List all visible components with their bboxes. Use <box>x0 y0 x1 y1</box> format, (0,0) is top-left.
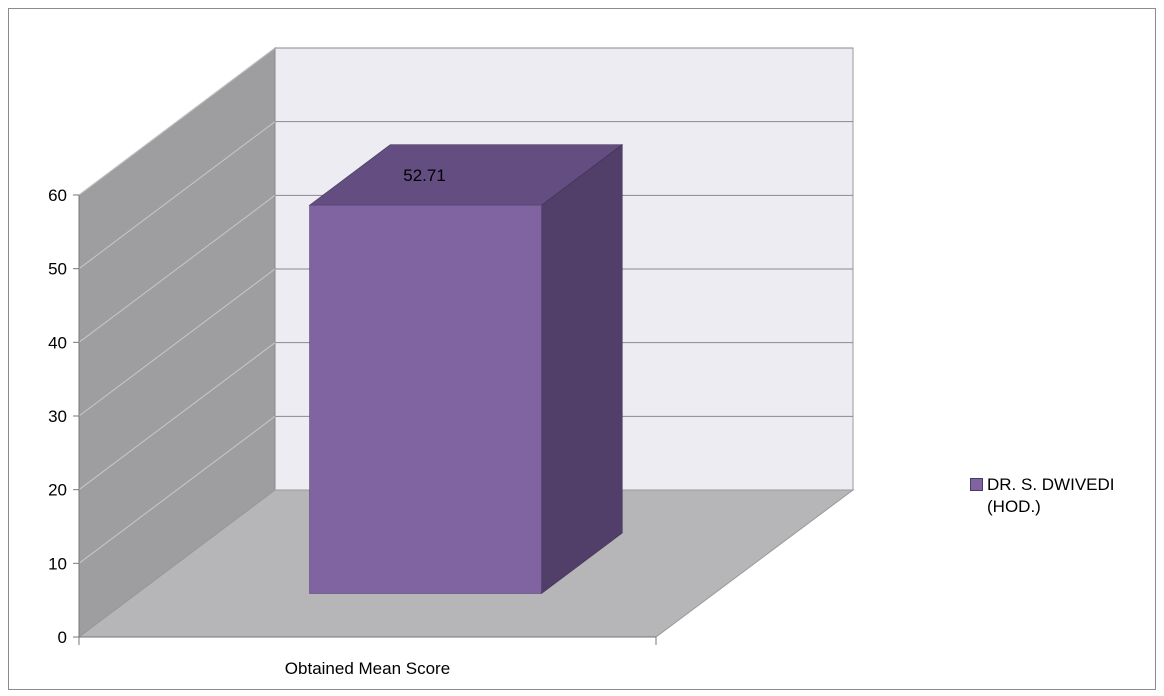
y-tick-label: 60 <box>48 186 67 205</box>
y-tick-label: 40 <box>48 333 67 352</box>
bar-front <box>309 204 542 594</box>
x-tick-label: Obtained Mean Score <box>285 659 450 678</box>
y-tick-label: 20 <box>48 481 67 500</box>
x-axis <box>78 636 657 645</box>
data-label: 52.71 <box>403 166 446 185</box>
bar-side <box>541 144 623 595</box>
gridline-side <box>78 415 276 564</box>
y-tick-label: 10 <box>48 554 67 573</box>
gridline-side <box>78 342 276 491</box>
legend-swatch <box>970 478 983 491</box>
gridline-side <box>78 194 276 343</box>
gridline-side <box>78 268 276 417</box>
y-tick-label: 50 <box>48 260 67 279</box>
y-axis: 0 10 20 30 40 50 60 <box>48 186 80 647</box>
bars <box>308 144 624 595</box>
y-tick-label: 0 <box>58 628 67 647</box>
legend-label: DR. S. DWIVEDI (HOD.) <box>987 475 1115 516</box>
legend: DR. S. DWIVEDI (HOD.) <box>970 474 1137 518</box>
gridline-side <box>78 121 276 270</box>
gridline-side <box>78 47 276 196</box>
y-tick-label: 30 <box>48 407 67 426</box>
